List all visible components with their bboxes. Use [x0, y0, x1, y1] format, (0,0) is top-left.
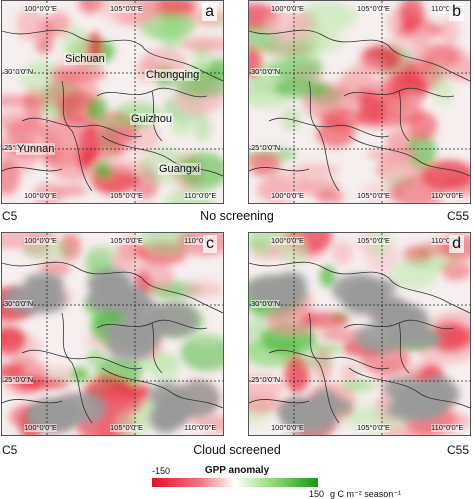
province-label-yunnan: Yunnan	[16, 143, 56, 155]
tick-lon-110-bottom: 110°0'0"E	[431, 423, 464, 432]
tick-lon-100-top: 100°0'0"E	[24, 236, 57, 245]
map-panel-c: 100°0'0"E 105°0'0"E 100°0'0"E 105°0'0"E 30°0…	[1, 232, 224, 436]
province-label-guangxi: Guangxi	[158, 163, 201, 175]
tick-lon-105-top: 105°0'0"E	[357, 236, 390, 245]
province-borders	[2, 29, 223, 192]
province-label-sichuan: Sichuan	[64, 53, 106, 65]
panel-label: a	[202, 3, 217, 21]
tick-lon-110-bottom: 110°0'0"E	[184, 191, 217, 200]
cloud-mask	[2, 268, 220, 434]
graticule	[2, 233, 223, 435]
tick-lon-110-top: 110°0'0"E	[431, 236, 464, 245]
colorbar-max-label: 150	[309, 489, 325, 499]
province-borders	[249, 261, 470, 424]
tick-lon-105-top: 105°0'0"E	[110, 4, 143, 13]
product-label-c5-bottom: C5	[2, 443, 18, 457]
tick-lon-100-top: 100°0'0"E	[24, 4, 57, 13]
tick-lon-110-top: 110°0'0"E	[431, 4, 464, 13]
tick-lon-105-bottom: 105°0'0"E	[110, 191, 143, 200]
map-panel-d: 100°0'0"E 105°0'0"E 100°0'0"E 105°0'0"E 30°0…	[248, 232, 471, 436]
panel-label: c	[203, 235, 217, 253]
product-label-c5-top: C5	[2, 209, 18, 223]
tick-lat-30: 30°0'0"N	[4, 67, 34, 76]
tick-lon-110-bottom: 110°0'0"E	[184, 423, 217, 432]
tick-lon-100-top: 100°0'0"E	[271, 236, 304, 245]
panel-label: b	[449, 3, 464, 21]
tick-lat-30: 30°0'0"N	[4, 299, 34, 308]
anomaly-field	[249, 1, 470, 203]
province-label-chongqing: Chongqing	[145, 69, 201, 81]
graticule	[249, 233, 470, 435]
tick-lon-105-top: 105°0'0"E	[110, 236, 143, 245]
colorbar	[152, 478, 318, 487]
tick-lon-100-bottom: 100°0'0"E	[271, 423, 304, 432]
gpp-anomaly-map	[249, 1, 470, 203]
tick-lon-105-top: 105°0'0"E	[357, 4, 390, 13]
tick-lon-105-bottom: 105°0'0"E	[110, 423, 143, 432]
tick-lon-100-bottom: 100°0'0"E	[24, 423, 57, 432]
gpp-anomaly-map	[2, 1, 223, 203]
anomaly-field	[2, 1, 223, 203]
tick-lat-30: 30°0'0"N	[251, 299, 281, 308]
graticule	[249, 1, 470, 203]
colorbar-min-label: -150	[152, 466, 171, 476]
map-panel-b: 100°0'0"E 105°0'0"E 100°0'0"E 105°0'0"E 30°0…	[248, 0, 471, 204]
map-panel-a: 100°0'0"E 105°0'0"E 100°0'0"E 105°0'0"E 30°0…	[1, 0, 224, 204]
tick-lat-25: 25°0'0"N	[4, 375, 34, 384]
tick-lat-25: 25°0'0"N	[251, 375, 281, 384]
tick-lon-100-bottom: 100°0'0"E	[271, 191, 304, 200]
tick-lon-105-bottom: 105°0'0"E	[357, 191, 390, 200]
tick-lat-30: 30°0'0"N	[251, 67, 281, 76]
caption-cloud-screened: Cloud screened	[193, 443, 281, 457]
province-borders	[2, 261, 223, 424]
panel-label: d	[449, 235, 464, 253]
colorbar-title: GPP anomaly	[204, 465, 270, 476]
tick-lon-105-bottom: 105°0'0"E	[357, 423, 390, 432]
gpp-anomaly-map	[2, 233, 223, 435]
product-label-c55-top: C55	[447, 209, 470, 223]
tick-lon-100-bottom: 100°0'0"E	[24, 191, 57, 200]
colorbar-unit: g C m⁻² season⁻¹	[330, 489, 402, 499]
province-label-guizhou: Guizhou	[130, 113, 173, 125]
product-label-c55-bottom: C55	[447, 443, 470, 457]
caption-no-screening: No screening	[200, 209, 274, 223]
tick-lon-100-top: 100°0'0"E	[271, 4, 304, 13]
gpp-anomaly-map	[249, 233, 470, 435]
tick-lon-110-bottom: 110°0'0"E	[431, 191, 464, 200]
tick-lat-25: 25°0'0"N	[251, 143, 281, 152]
tick-lon-110-top: 110°0'0"E	[184, 236, 217, 245]
province-borders	[249, 29, 470, 192]
